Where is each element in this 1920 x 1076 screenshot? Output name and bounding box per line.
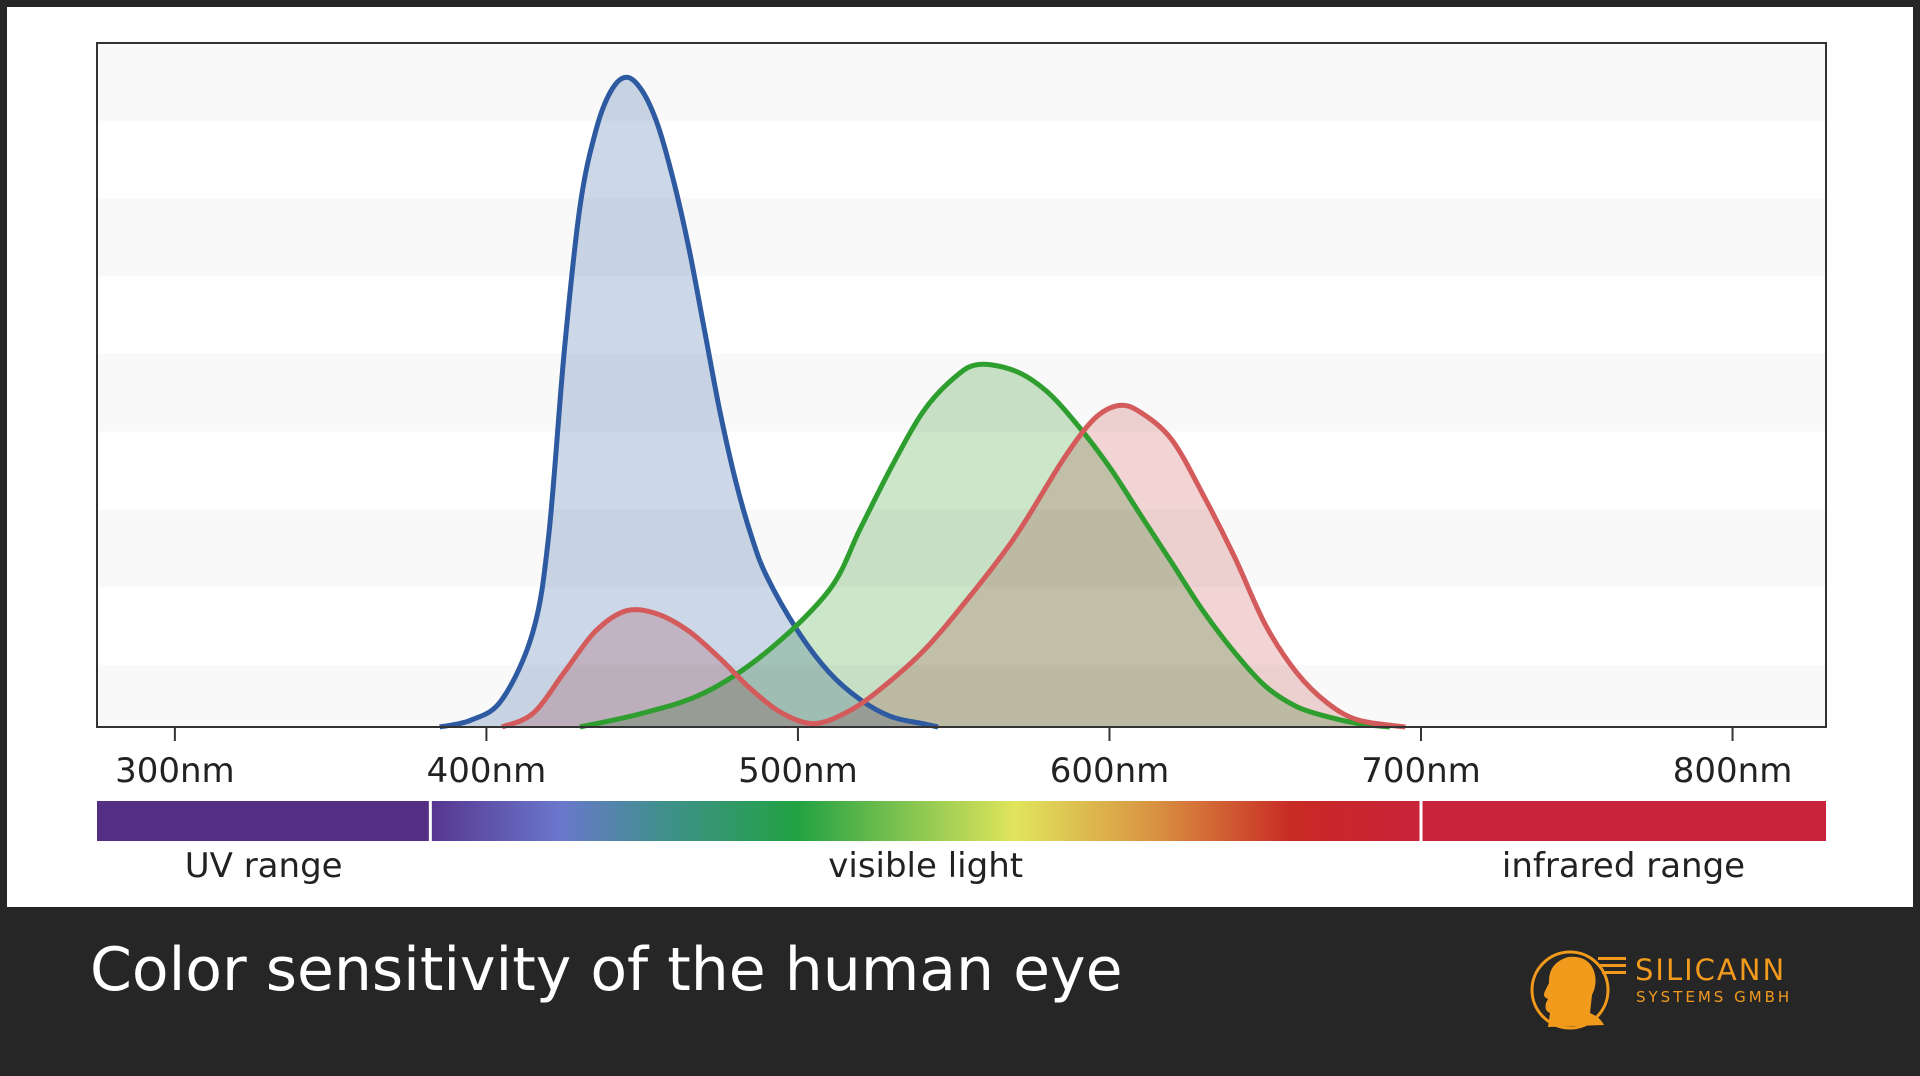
spectrum-bar: UV range visible light infrared range [97,801,1826,886]
plot-grid-band [97,43,1826,121]
x-tick-label: 800nm [1673,751,1793,791]
slide-title: Color sensitivity of the human eye [90,935,1123,1005]
x-tick-label: 300nm [115,751,235,791]
spectrum-band-1 [430,801,1422,841]
company-logo: SILICANN SYSTEMS GMBH [1528,943,1828,1033]
x-axis: 300nm 400nm 500nm 600nm 700nm 800nm [115,727,1792,791]
plot-frame [96,42,1827,728]
band-label-2: infrared range [1502,846,1745,886]
head-profile-icon [1530,950,1626,1030]
series-area-0 [439,77,939,727]
x-tick-label: 600nm [1050,751,1170,791]
x-tick-label: 400nm [427,751,547,791]
series-lines [439,74,1406,730]
band-label-0: UV range [185,846,343,886]
logo-name: SILICANN [1635,953,1787,987]
band-label-1: visible light [828,846,1023,886]
spectrum-band-2 [1421,801,1826,841]
x-tick-label: 500nm [738,751,858,791]
spectrum-band-0 [97,801,431,841]
series-line-2 [500,402,1406,730]
x-tick-label: 700nm [1361,751,1481,791]
series-fills [439,77,1406,727]
series-line-1 [579,361,1391,730]
series-area-2 [502,405,1406,727]
logo-subtitle: SYSTEMS GMBH [1636,988,1793,1006]
plot-grid-band [97,198,1826,277]
series-line-0 [439,74,939,730]
